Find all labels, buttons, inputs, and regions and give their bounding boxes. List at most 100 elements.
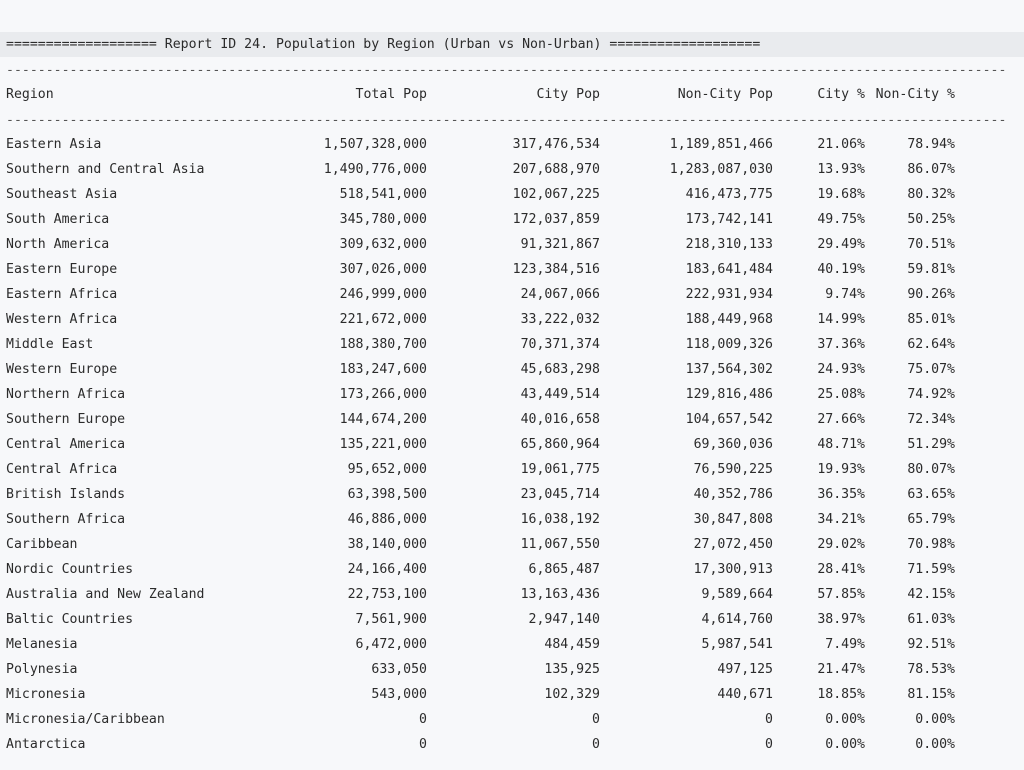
- cell-total-pop: 135,221,000: [339, 437, 427, 452]
- cell-total-pop: 188,380,700: [339, 337, 427, 352]
- cell-region: Southeast Asia: [6, 187, 118, 202]
- cell-total-pop: 6,472,000: [355, 637, 427, 652]
- cell-city-pop: 23,045,714: [520, 487, 600, 502]
- cell-total-pop: 518,541,000: [339, 187, 427, 202]
- cell-city-pct: 29.02%: [817, 537, 865, 552]
- cell-total-pop: 38,140,000: [347, 537, 427, 552]
- cell-non-city-pop: 222,931,934: [685, 287, 773, 302]
- cell-non-city-pct: 0.00%: [915, 737, 955, 752]
- cell-city-pop: 172,037,859: [512, 212, 600, 227]
- table-header-row: Region Total Pop City Pop Non-City Pop C…: [0, 82, 1024, 107]
- cell-region: Australia and New Zealand: [6, 587, 205, 602]
- cell-city-pct: 14.99%: [817, 312, 865, 327]
- table-row: Central Africa 95,652,000 19,061,775 76,590…: [0, 457, 1024, 482]
- cell-total-pop: 307,026,000: [339, 262, 427, 277]
- table-row: Micronesia/Caribbean 0 0 0 0.00% 0.00%: [0, 707, 1024, 732]
- table-row: Middle East 188,380,700 70,371,374 118,009,…: [0, 332, 1024, 357]
- table-row: Baltic Countries 7,561,900 2,947,140 4,614,…: [0, 607, 1024, 632]
- table-row: Southeast Asia 518,541,000 102,067,225 416,…: [0, 182, 1024, 207]
- cell-region: Northern Africa: [6, 387, 126, 402]
- cell-city-pop: 45,683,298: [520, 362, 600, 377]
- cell-non-city-pop: 173,742,141: [685, 212, 773, 227]
- cell-non-city-pct: 70.51%: [907, 237, 955, 252]
- cell-non-city-pop: 0: [765, 737, 773, 752]
- cell-total-pop: 173,266,000: [339, 387, 427, 402]
- cell-city-pct: 0.00%: [825, 737, 865, 752]
- cell-region: Southern Europe: [6, 412, 126, 427]
- cell-non-city-pop: 497,125: [717, 662, 773, 677]
- cell-city-pct: 18.85%: [817, 687, 865, 702]
- cell-city-pop: 135,925: [544, 662, 600, 677]
- cell-non-city-pop: 4,614,760: [701, 612, 773, 627]
- table-row: North America 309,632,000 91,321,867 218,31…: [0, 232, 1024, 257]
- cell-city-pct: 40.19%: [817, 262, 865, 277]
- cell-region: Central America: [6, 437, 126, 452]
- table-row: Antarctica 0 0 0 0.00% 0.00%: [0, 732, 1024, 757]
- cell-non-city-pop: 5,987,541: [701, 637, 773, 652]
- cell-city-pct: 57.85%: [817, 587, 865, 602]
- column-header-non-city-pct: Non-City %: [875, 87, 955, 102]
- cell-region: North America: [6, 237, 110, 252]
- cell-total-pop: 1,490,776,000: [323, 162, 427, 177]
- table-row: Northern Africa 173,266,000 43,449,514 129,…: [0, 382, 1024, 407]
- cell-total-pop: 7,561,900: [355, 612, 427, 627]
- cell-city-pct: 38.97%: [817, 612, 865, 627]
- table-row: Nordic Countries 24,166,400 6,865,487 17,30…: [0, 557, 1024, 582]
- cell-city-pop: 123,384,516: [512, 262, 600, 277]
- cell-city-pop: 0: [592, 737, 600, 752]
- cell-region: Micronesia: [6, 687, 86, 702]
- cell-region: British Islands: [6, 487, 126, 502]
- cell-non-city-pct: 80.32%: [907, 187, 955, 202]
- cell-non-city-pct: 81.15%: [907, 687, 955, 702]
- cell-region: Southern Africa: [6, 512, 126, 527]
- cell-city-pct: 21.47%: [817, 662, 865, 677]
- cell-non-city-pct: 0.00%: [915, 712, 955, 727]
- cell-non-city-pct: 42.15%: [907, 587, 955, 602]
- cell-region: Eastern Asia: [6, 137, 102, 152]
- cell-region: Southern and Central Asia: [6, 162, 205, 177]
- cell-non-city-pop: 9,589,664: [701, 587, 773, 602]
- cell-non-city-pct: 63.65%: [907, 487, 955, 502]
- cell-city-pct: 7.49%: [825, 637, 865, 652]
- cell-non-city-pct: 92.51%: [907, 637, 955, 652]
- cell-non-city-pct: 61.03%: [907, 612, 955, 627]
- cell-city-pop: 102,067,225: [512, 187, 600, 202]
- column-header-total-pop: Total Pop: [355, 87, 427, 102]
- cell-non-city-pct: 74.92%: [907, 387, 955, 402]
- cell-non-city-pop: 17,300,913: [693, 562, 773, 577]
- table-row: Southern Europe 144,674,200 40,016,658 104,…: [0, 407, 1024, 432]
- table-row: Western Europe 183,247,600 45,683,298 137,5…: [0, 357, 1024, 382]
- cell-non-city-pop: 76,590,225: [693, 462, 773, 477]
- cell-non-city-pct: 71.59%: [907, 562, 955, 577]
- cell-non-city-pop: 1,189,851,466: [669, 137, 773, 152]
- cell-region: Western Africa: [6, 312, 118, 327]
- table-row: Southern and Central Asia 1,490,776,000 20…: [0, 157, 1024, 182]
- cell-city-pop: 2,947,140: [528, 612, 600, 627]
- cell-total-pop: 24,166,400: [347, 562, 427, 577]
- cell-city-pop: 33,222,032: [520, 312, 600, 327]
- cell-total-pop: 22,753,100: [347, 587, 427, 602]
- cell-non-city-pop: 218,310,133: [685, 237, 773, 252]
- cell-total-pop: 221,672,000: [339, 312, 427, 327]
- cell-non-city-pct: 80.07%: [907, 462, 955, 477]
- cell-city-pop: 317,476,534: [512, 137, 600, 152]
- cell-non-city-pop: 440,671: [717, 687, 773, 702]
- cell-city-pop: 0: [592, 712, 600, 727]
- cell-city-pop: 484,459: [544, 637, 600, 652]
- cell-total-pop: 144,674,200: [339, 412, 427, 427]
- report-title-bar: [0, 32, 1024, 57]
- cell-city-pct: 19.68%: [817, 187, 865, 202]
- table-row: Southern Africa 46,886,000 16,038,192 30,84…: [0, 507, 1024, 532]
- cell-non-city-pct: 50.25%: [907, 212, 955, 227]
- cell-region: Micronesia/Caribbean: [6, 712, 165, 727]
- cell-region: Caribbean: [6, 537, 78, 552]
- cell-non-city-pct: 72.34%: [907, 412, 955, 427]
- cell-total-pop: 1,507,328,000: [323, 137, 427, 152]
- cell-city-pop: 16,038,192: [520, 512, 600, 527]
- cell-city-pop: 207,688,970: [512, 162, 600, 177]
- cell-non-city-pct: 70.98%: [907, 537, 955, 552]
- cell-city-pop: 102,329: [544, 687, 600, 702]
- cell-non-city-pct: 78.94%: [907, 137, 955, 152]
- cell-total-pop: 183,247,600: [339, 362, 427, 377]
